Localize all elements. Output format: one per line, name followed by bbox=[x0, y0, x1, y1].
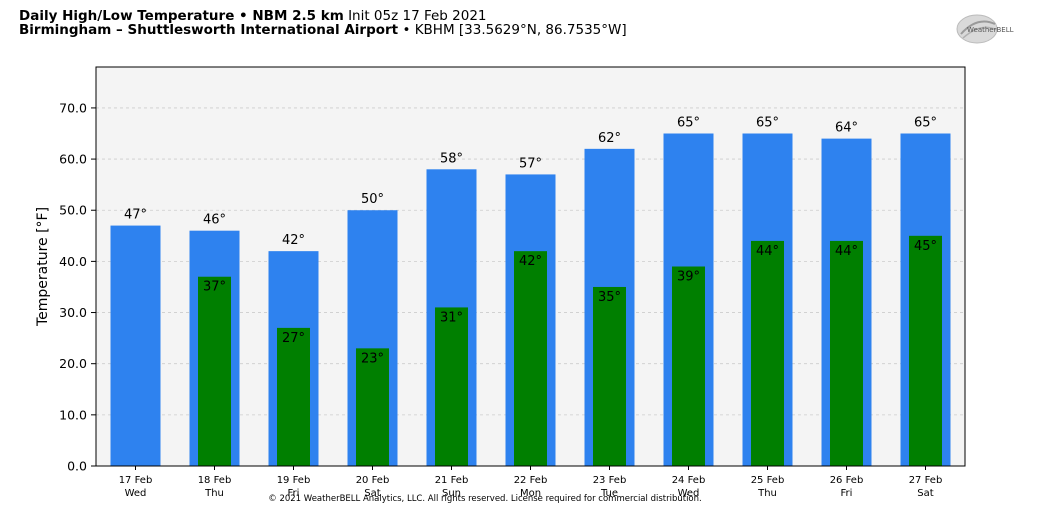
y-tick-label: 40.0 bbox=[59, 254, 87, 269]
low-temp-bar bbox=[198, 276, 231, 466]
chart-subtitle: Birmingham – Shuttlesworth International… bbox=[19, 23, 627, 38]
low-temp-label: 37° bbox=[203, 280, 226, 295]
y-tick-label: 0.0 bbox=[67, 459, 87, 474]
high-temp-label: 65° bbox=[677, 116, 700, 131]
low-temp-bar bbox=[356, 348, 389, 466]
high-temp-label: 65° bbox=[914, 116, 937, 131]
y-axis-label: Temperature [°F] bbox=[35, 207, 51, 327]
x-tick-label-day: Wed bbox=[125, 488, 147, 499]
low-temp-label: 23° bbox=[361, 351, 384, 366]
x-tick-label-date: 24 Feb bbox=[672, 475, 706, 486]
high-temp-label: 57° bbox=[519, 156, 542, 171]
x-tick-label-day: Mon bbox=[520, 488, 541, 499]
high-temp-label: 58° bbox=[440, 151, 463, 166]
high-temp-label: 65° bbox=[756, 116, 779, 131]
y-tick-label: 70.0 bbox=[59, 100, 87, 115]
init-time: Init 05z 17 Feb 2021 bbox=[348, 8, 487, 24]
low-temp-bar bbox=[277, 327, 310, 466]
y-tick-label: 10.0 bbox=[59, 407, 87, 422]
logo-text: WeatherBELL bbox=[967, 26, 1014, 34]
low-temp-label: 44° bbox=[756, 244, 779, 259]
low-temp-label: 27° bbox=[282, 331, 305, 346]
location-name: Birmingham – Shuttlesworth International… bbox=[19, 22, 399, 38]
chart-title: Daily High/Low Temperature • NBM 2.5 km … bbox=[19, 9, 487, 24]
low-temp-bar bbox=[672, 266, 705, 466]
x-tick-label-date: 20 Feb bbox=[356, 475, 390, 486]
x-tick-label-date: 19 Feb bbox=[277, 475, 311, 486]
y-tick-label: 50.0 bbox=[59, 203, 87, 218]
x-tick-label-date: 17 Feb bbox=[119, 475, 153, 486]
x-tick-label-day: Tue bbox=[600, 488, 618, 499]
high-temp-label: 47° bbox=[124, 208, 147, 223]
x-tick-label-day: Fri bbox=[841, 488, 853, 499]
x-tick-label-day: Sat bbox=[364, 488, 380, 499]
x-tick-label-day: Fri bbox=[288, 488, 300, 499]
x-tick-label-day: Sat bbox=[917, 488, 933, 499]
x-tick-label-day: Thu bbox=[757, 488, 777, 499]
x-tick-label-date: 18 Feb bbox=[198, 475, 232, 486]
y-tick-label: 30.0 bbox=[59, 305, 87, 320]
low-temp-label: 44° bbox=[835, 244, 858, 259]
low-temp-label: 45° bbox=[914, 239, 937, 254]
low-temp-label: 42° bbox=[519, 254, 542, 269]
plot-frame bbox=[95, 66, 966, 467]
low-temp-bar bbox=[593, 286, 626, 466]
x-tick-label-date: 26 Feb bbox=[830, 475, 864, 486]
x-tick-label-date: 21 Feb bbox=[435, 475, 469, 486]
x-tick-label-day: Thu bbox=[204, 488, 224, 499]
copyright-notice: © 2021 WeatherBELL Analytics, LLC. All r… bbox=[268, 494, 702, 504]
low-temp-label: 35° bbox=[598, 290, 621, 305]
weatherbell-logo: WeatherBELL bbox=[956, 14, 1014, 44]
low-temp-label: 31° bbox=[440, 310, 463, 325]
high-temp-label: 64° bbox=[835, 121, 858, 136]
low-temp-bar bbox=[909, 235, 942, 466]
x-tick-label-day: Sun bbox=[442, 488, 461, 499]
x-tick-label-date: 25 Feb bbox=[751, 475, 785, 486]
low-temp-bar bbox=[514, 251, 547, 466]
station-info: • KBHM [33.5629°N, 86.7535°W] bbox=[402, 22, 627, 38]
high-temp-label: 62° bbox=[598, 131, 621, 146]
low-temp-bar bbox=[830, 240, 863, 466]
title-main: Daily High/Low Temperature • NBM 2.5 km bbox=[19, 8, 344, 24]
x-tick-label-day: Wed bbox=[678, 488, 700, 499]
y-tick-label: 60.0 bbox=[59, 152, 87, 167]
high-temp-bar bbox=[110, 225, 161, 466]
x-tick-label-date: 23 Feb bbox=[593, 475, 627, 486]
x-tick-label-date: 27 Feb bbox=[909, 475, 943, 486]
low-temp-label: 39° bbox=[677, 270, 700, 285]
low-temp-bar bbox=[435, 307, 468, 466]
y-tick-label: 20.0 bbox=[59, 356, 87, 371]
low-temp-bar bbox=[751, 240, 784, 466]
high-temp-label: 50° bbox=[361, 192, 384, 207]
high-temp-label: 46° bbox=[203, 213, 226, 228]
high-temp-label: 42° bbox=[282, 233, 305, 248]
x-tick-label-date: 22 Feb bbox=[514, 475, 548, 486]
